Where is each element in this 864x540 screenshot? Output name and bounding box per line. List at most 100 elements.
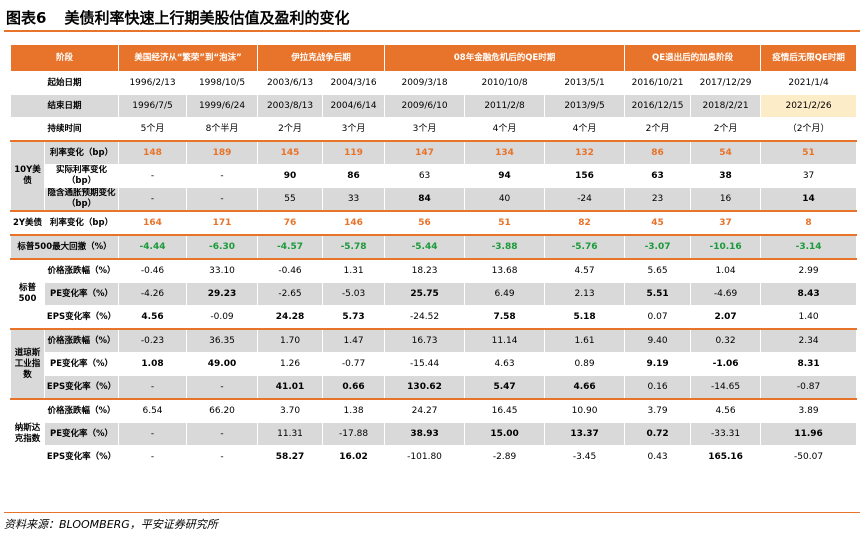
cell: 1999/6/24 — [186, 94, 259, 118]
cell: 165.16 — [690, 445, 762, 469]
cell: 29.23 — [186, 282, 259, 306]
cell: - — [186, 164, 259, 188]
cell: 49.00 — [186, 352, 259, 376]
cell: -0.87 — [760, 375, 858, 400]
cell: 1.31 — [322, 258, 386, 283]
cell: 4.56 — [690, 398, 762, 423]
cell: 6.54 — [118, 398, 188, 423]
cell: -101.80 — [384, 445, 466, 469]
cell: 41.01 — [257, 375, 324, 400]
cell-highlighted: 2021/2/26 — [760, 94, 858, 118]
cell: 3个月 — [384, 117, 466, 142]
cell: 4.57 — [544, 258, 626, 283]
cell: - — [186, 187, 259, 212]
cell: 1.38 — [322, 398, 386, 423]
group-label-ndx: 纳斯达克指数 — [10, 398, 45, 469]
cell: 2013/5/1 — [544, 71, 626, 95]
cell: 63 — [624, 164, 692, 188]
cell: 23 — [624, 187, 692, 212]
cell: 0.72 — [624, 422, 692, 446]
cell: 10.90 — [544, 398, 626, 423]
cell: -2.89 — [464, 445, 546, 469]
cell: 9.19 — [624, 352, 692, 376]
cell: 8 — [760, 210, 858, 236]
data-table: 阶段 美国经济从“繁荣”到“泡沫” 伊拉克战争后期 08年金融危机后的QE时期 … — [9, 44, 858, 469]
cell: -14.65 — [690, 375, 762, 400]
cell: 0.07 — [624, 305, 692, 330]
cell: 54 — [690, 140, 762, 165]
row-label: 实际利率变化（bp） — [43, 164, 120, 188]
cell: 1.47 — [322, 328, 386, 353]
cell: -15.44 — [384, 352, 466, 376]
header-group-4: QE退出后的加息阶段 — [624, 44, 762, 72]
cell: - — [186, 445, 259, 469]
row-label: 价格涨跌幅（%） — [43, 398, 120, 423]
cell: 37 — [690, 210, 762, 236]
cell: -5.76 — [544, 234, 626, 260]
cell: -3.14 — [760, 234, 858, 260]
row-ndx-pe: PE变化率（%） - - 11.31 -17.88 38.93 15.00 13… — [11, 422, 858, 446]
cell: 2021/1/4 — [760, 71, 858, 95]
row-dji-eps: EPS变化率（%） - - 41.01 0.66 130.62 5.47 4.6… — [11, 375, 858, 400]
figure-title-bar: 图表6 美债利率快速上行期美股估值及盈利的变化 — [4, 4, 860, 32]
cell: 94 — [464, 164, 546, 188]
cell: 5.65 — [624, 258, 692, 283]
cell: 0.66 — [322, 375, 386, 400]
row-10y-rate: 10Y美债 利率变化（bp） 148 189 145 119 147 134 1… — [10, 140, 858, 212]
row-2y-rate: 2Y美债 利率变化（bp） 164 171 76 146 56 51 82 45… — [10, 210, 858, 236]
row-start-date: 起始日期 1996/2/13 1998/10/5 2003/6/13 2004/… — [9, 71, 858, 95]
row-label: PE变化率（%） — [43, 282, 120, 306]
cell: 13.68 — [464, 258, 546, 283]
row-spx-price: 标普500 价格涨跌幅（%） -0.46 33.10 -0.46 1.31 18… — [10, 258, 858, 330]
cell: 24.27 — [384, 398, 466, 423]
cell: 51 — [464, 210, 546, 236]
row-10y-inflation: 隐含通胀预期变化（bp） - - 55 33 84 40 -24 23 16 1… — [11, 187, 858, 212]
cell: 33 — [322, 187, 386, 212]
cell: 2.13 — [544, 282, 626, 306]
cell: 145 — [257, 140, 324, 165]
row-dji-price: 道琼斯工业指数 价格涨跌幅（%） -0.23 36.35 1.70 1.47 1… — [10, 328, 858, 400]
source-note: 资料来源：BLOOMBERG，平安证券研究所 — [4, 518, 218, 531]
cell: 14 — [760, 187, 858, 212]
cell: -5.03 — [322, 282, 386, 306]
cell: -0.46 — [257, 258, 324, 283]
cell: -5.78 — [322, 234, 386, 260]
cell: 8.43 — [760, 282, 858, 306]
row-ndx-eps: EPS变化率（%） - - 58.27 16.02 -101.80 -2.89 … — [11, 445, 858, 469]
cell: - — [118, 375, 188, 400]
cell: 1.26 — [257, 352, 324, 376]
cell: 16.73 — [384, 328, 466, 353]
cell: 16 — [690, 187, 762, 212]
cell: -0.46 — [118, 258, 188, 283]
cell: 4.63 — [464, 352, 546, 376]
cell: 2011/2/8 — [464, 94, 546, 118]
cell: 5.18 — [544, 305, 626, 330]
header-group-5: 疫情后无限QE时期 — [760, 44, 858, 72]
cell: -33.31 — [690, 422, 762, 446]
cell: 7.58 — [464, 305, 546, 330]
cell: 6.49 — [464, 282, 546, 306]
cell: -4.69 — [690, 282, 762, 306]
figure-number: 图表6 — [6, 8, 47, 27]
row-spx-drawdown: 标普500最大回撤（%） -4.44 -6.30 -4.57 -5.78 -5.… — [9, 234, 858, 260]
cell: -3.45 — [544, 445, 626, 469]
row-spx-eps: EPS变化率（%） 4.56 -0.09 24.28 5.73 -24.52 7… — [11, 305, 858, 330]
cell: 4.56 — [118, 305, 188, 330]
cell: -50.07 — [760, 445, 858, 469]
cell: 2003/6/13 — [257, 71, 324, 95]
cell: 56 — [384, 210, 466, 236]
cell: 1.04 — [690, 258, 762, 283]
row-label: 利率变化（bp） — [43, 140, 120, 165]
cell: -24 — [544, 187, 626, 212]
cell: -6.30 — [186, 234, 259, 260]
cell: 2004/3/16 — [322, 71, 386, 95]
cell: 4个月 — [464, 117, 546, 142]
cell: 2018/2/21 — [690, 94, 762, 118]
cell: 36.35 — [186, 328, 259, 353]
cell: 86 — [322, 164, 386, 188]
row-spx-pe: PE变化率（%） -4.26 29.23 -2.65 -5.03 25.75 6… — [11, 282, 858, 306]
cell: 146 — [322, 210, 386, 236]
cell: -4.57 — [257, 234, 324, 260]
group-label-dji: 道琼斯工业指数 — [10, 328, 45, 400]
group-label-spx: 标普500 — [10, 258, 45, 330]
